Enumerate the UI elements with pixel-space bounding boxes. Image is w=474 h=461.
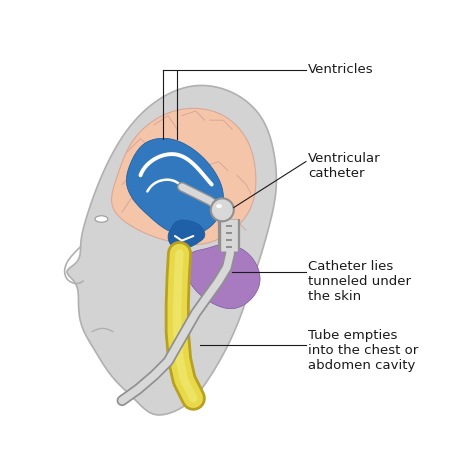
Bar bbox=[226, 225, 232, 227]
Text: Ventricles: Ventricles bbox=[308, 63, 374, 76]
Text: Tube empties
into the chest or
abdomen cavity: Tube empties into the chest or abdomen c… bbox=[308, 329, 419, 372]
Ellipse shape bbox=[95, 216, 108, 222]
Bar bbox=[226, 246, 232, 248]
Ellipse shape bbox=[216, 204, 222, 208]
Polygon shape bbox=[111, 108, 256, 245]
Polygon shape bbox=[67, 85, 276, 415]
Bar bbox=[226, 239, 232, 241]
Polygon shape bbox=[127, 138, 223, 235]
Polygon shape bbox=[186, 244, 260, 309]
Text: Ventricular
catheter: Ventricular catheter bbox=[308, 153, 381, 180]
Bar bbox=[226, 232, 232, 234]
Polygon shape bbox=[168, 220, 205, 249]
Circle shape bbox=[211, 198, 234, 221]
Text: Catheter lies
tunneled under
the skin: Catheter lies tunneled under the skin bbox=[308, 260, 411, 303]
